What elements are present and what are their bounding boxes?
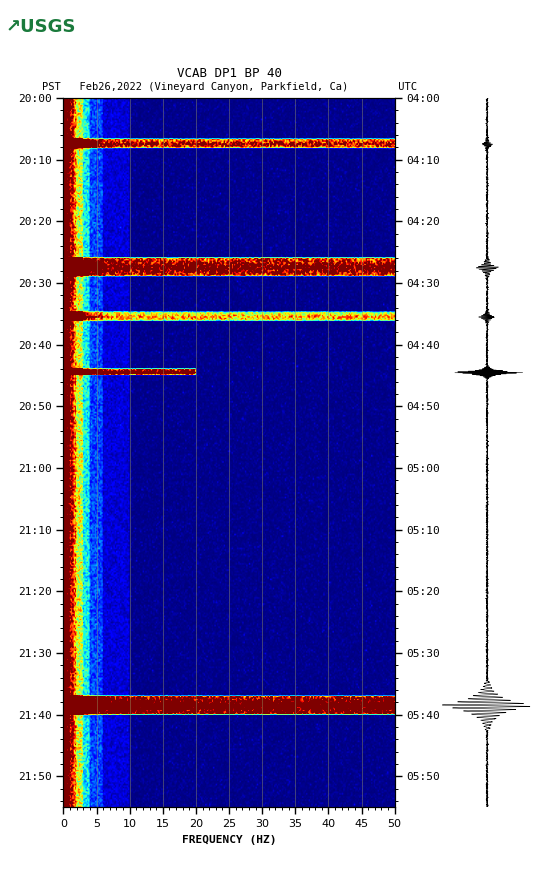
Text: PST   Feb26,2022 (Vineyard Canyon, Parkfield, Ca)        UTC: PST Feb26,2022 (Vineyard Canyon, Parkfie…	[41, 82, 417, 92]
Text: ↗USGS: ↗USGS	[6, 18, 76, 36]
Text: VCAB DP1 BP 40: VCAB DP1 BP 40	[177, 67, 282, 80]
X-axis label: FREQUENCY (HZ): FREQUENCY (HZ)	[182, 835, 277, 845]
